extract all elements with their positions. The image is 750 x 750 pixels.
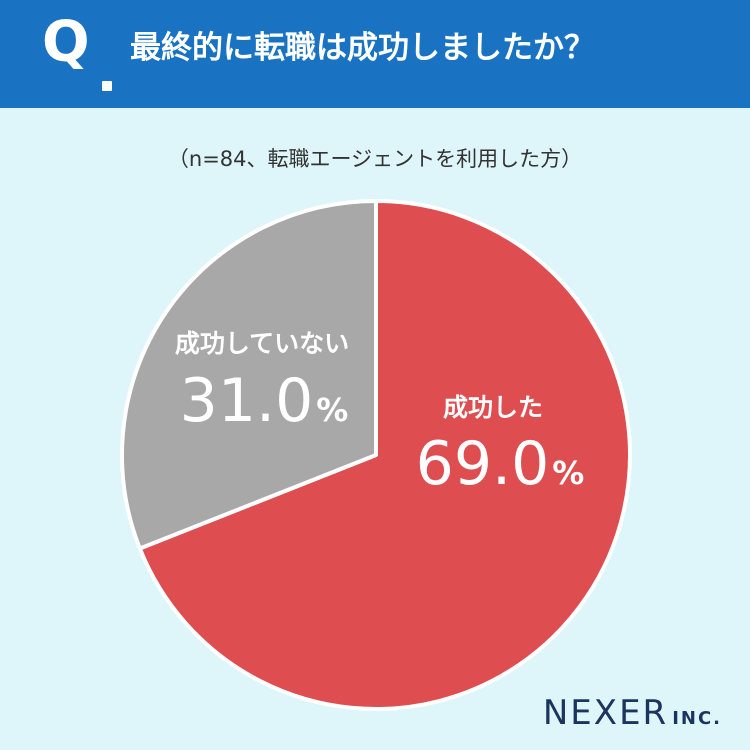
logo-main-text: NEXER bbox=[542, 693, 669, 733]
question-header: Q 最終的に転職は成功しましたか？ bbox=[0, 0, 750, 108]
question-title: 最終的に転職は成功しましたか？ bbox=[130, 30, 595, 66]
q-dot bbox=[102, 81, 112, 91]
slice-label-1: 成功していない bbox=[175, 329, 349, 358]
pie-slice-1 bbox=[120, 199, 378, 551]
logo-sub-text: INC. bbox=[672, 708, 722, 729]
q-mark: Q bbox=[42, 10, 90, 75]
slice-value-0: 69.0% bbox=[416, 429, 585, 499]
slice-value-1: 31.0% bbox=[180, 366, 349, 436]
pie-slice-0 bbox=[137, 199, 632, 711]
slice-label-0: 成功した bbox=[443, 393, 543, 422]
sample-note: （n=84、転職エージェントを利用した方） bbox=[167, 147, 583, 171]
nexer-logo: NEXER INC. bbox=[543, 696, 722, 730]
